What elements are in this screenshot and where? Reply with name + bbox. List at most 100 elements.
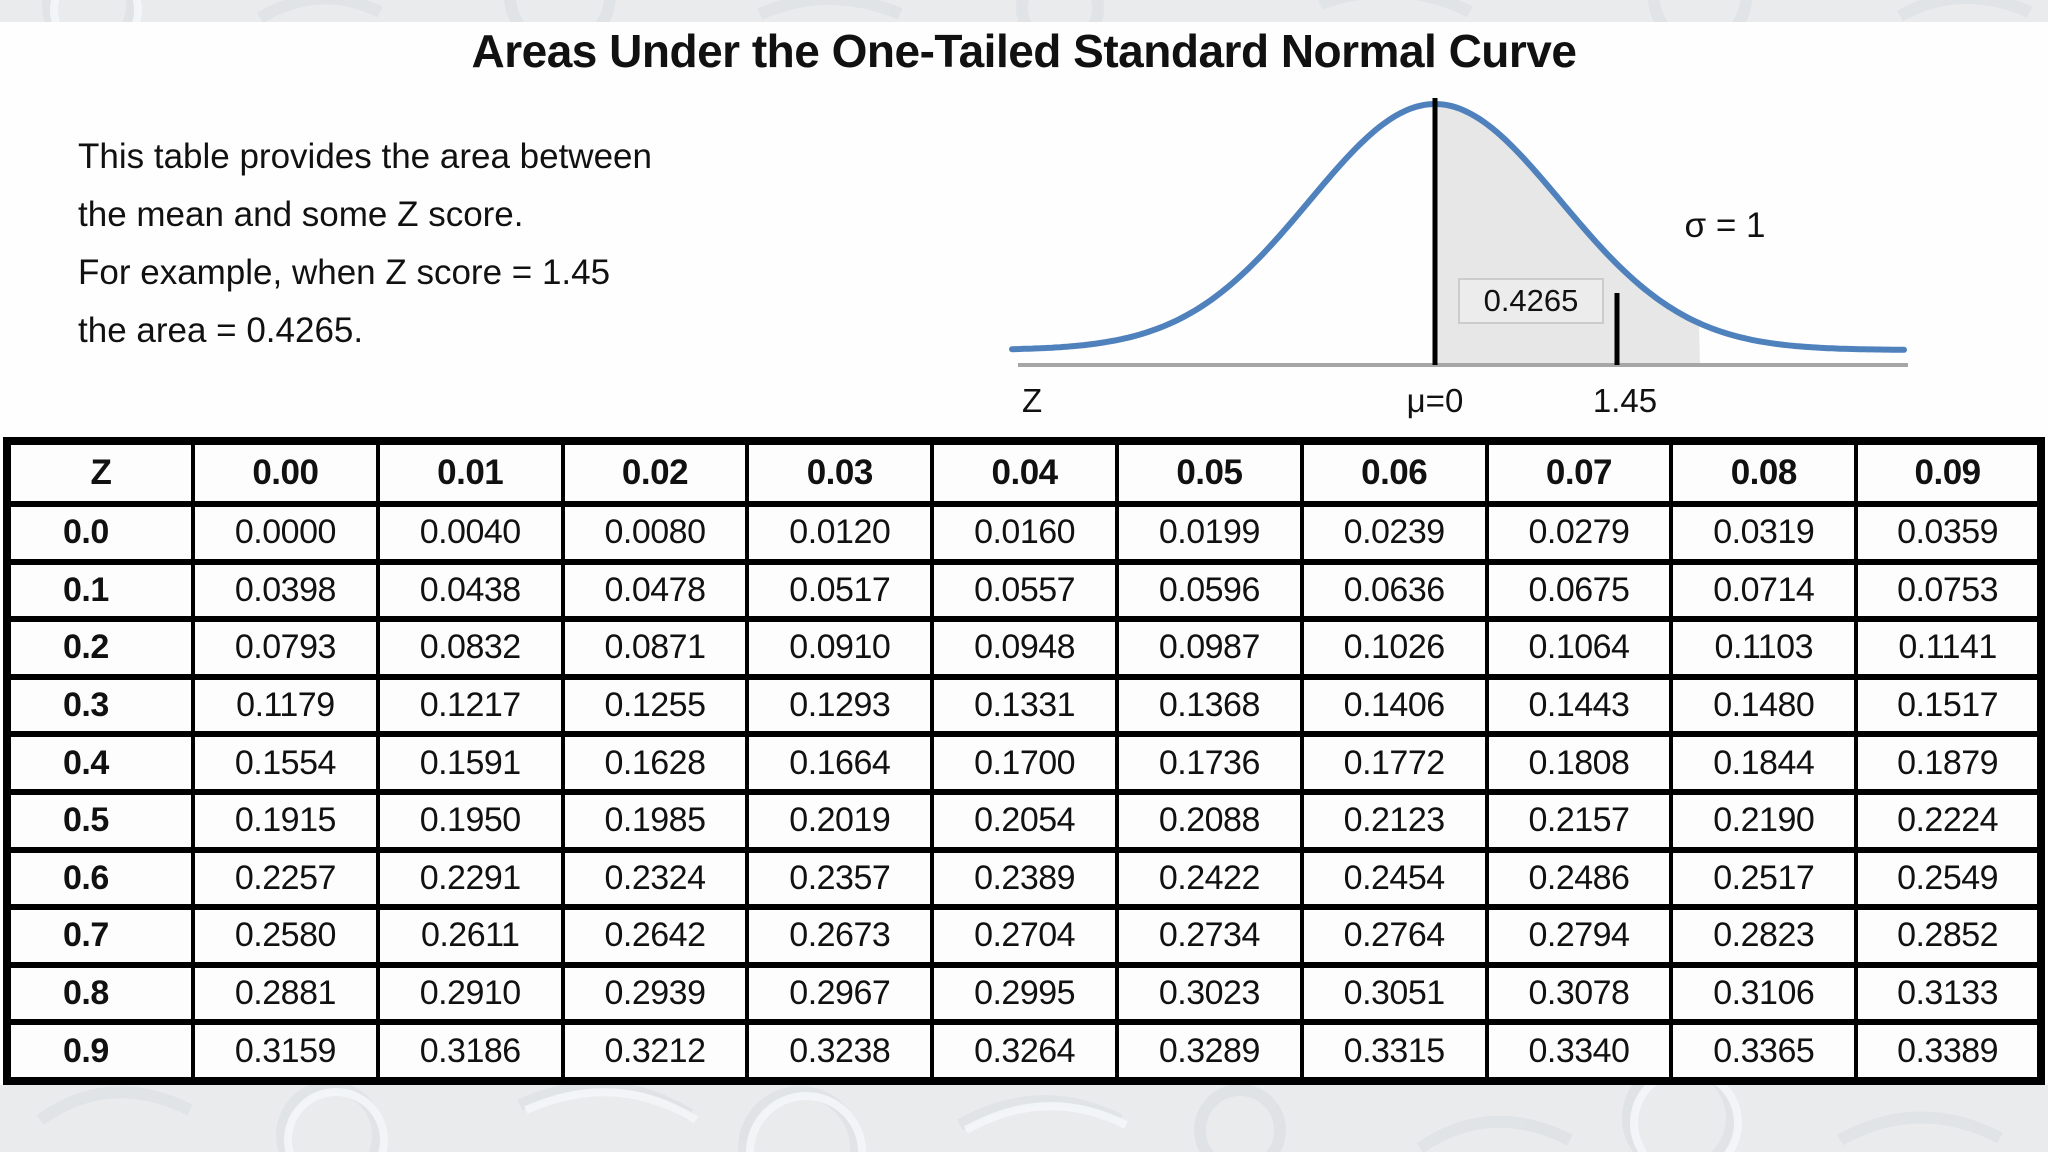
area-cell: 0.1293 (745, 673, 935, 738)
intro-line-3: For example, when Z score = 1.45 (78, 253, 611, 292)
area-cell: 0.3186 (375, 1019, 565, 1084)
area-cell: 0.1179 (191, 673, 380, 738)
area-cell: 0.2823 (1669, 904, 1859, 968)
area-cell: 0.0239 (1299, 501, 1489, 565)
table-row: 0.2 0.0793 0.0832 0.0871 0.0910 0.0948 0.0987 0… (5, 616, 2043, 680)
area-cell: 0.2642 (560, 904, 750, 968)
area-cell: 0.3238 (745, 1019, 935, 1084)
area-cell: 0.3365 (1669, 1019, 1859, 1084)
x-axis-label-z: Z (1022, 382, 1043, 419)
area-cell: 0.0199 (1114, 501, 1304, 565)
z-row-label: 0.4 (5, 731, 195, 795)
table-row: 0.1 0.0398 0.0438 0.0478 0.0517 0.0557 0.0596 0… (5, 558, 2043, 623)
column-header: 0.02 (560, 438, 750, 507)
intro-text: This table provides the area between the… (78, 128, 652, 360)
area-cell: 0.3023 (1114, 961, 1304, 1026)
area-cell: 0.2389 (930, 846, 1119, 911)
area-cell: 0.2580 (191, 904, 380, 968)
area-cell: 0.1554 (191, 731, 380, 795)
area-cell: 0.2486 (1484, 846, 1674, 911)
area-cell: 0.1950 (375, 788, 565, 853)
bell-curve (1009, 100, 1907, 353)
area-cell: 0.1664 (745, 731, 935, 795)
area-cell: 0.3212 (560, 1019, 750, 1084)
area-cell: 0.2054 (930, 788, 1119, 853)
area-cell: 0.0160 (930, 501, 1119, 565)
area-cell: 0.1517 (1854, 673, 2043, 738)
area-cell: 0.1368 (1114, 673, 1304, 738)
table-row: 0.4 0.1554 0.1591 0.1628 0.1664 0.1700 0.1736 0… (5, 731, 2043, 795)
area-cell: 0.2549 (1854, 846, 2043, 911)
area-cell: 0.0557 (930, 558, 1119, 623)
area-cell: 0.1406 (1299, 673, 1489, 738)
z-table: Z 0.00 0.01 0.02 0.03 0.04 0.05 0.06 0.07 0.08 0.0… (3, 437, 2045, 1085)
area-cell: 0.1141 (1854, 616, 2043, 680)
area-cell: 0.1026 (1299, 616, 1489, 680)
normal-curve-figure: 0.4265 σ = 1 Z μ=0 1.45 (1000, 88, 1935, 438)
area-cell: 0.2224 (1854, 788, 2043, 853)
z-column-header: Z (5, 438, 195, 507)
area-cell: 0.0871 (560, 616, 750, 680)
area-cell: 0.1772 (1299, 731, 1489, 795)
intro-line-2: the mean and some Z score. (78, 195, 524, 234)
area-cell: 0.2454 (1299, 846, 1489, 911)
column-header: 0.07 (1484, 438, 1674, 507)
area-cell: 0.2734 (1114, 904, 1304, 968)
area-cell: 0.0987 (1114, 616, 1304, 680)
area-cell: 0.0040 (375, 501, 565, 565)
area-cell: 0.0832 (375, 616, 565, 680)
area-cell: 0.3078 (1484, 961, 1674, 1026)
area-cell: 0.1628 (560, 731, 750, 795)
area-value-label: 0.4265 (1458, 278, 1604, 324)
z-row-label: 0.6 (5, 846, 195, 911)
area-cell: 0.2673 (745, 904, 935, 968)
area-cell: 0.2852 (1854, 904, 2043, 968)
area-cell: 0.0714 (1669, 558, 1859, 623)
area-cell: 0.2190 (1669, 788, 1859, 853)
z-row-label: 0.1 (5, 558, 195, 623)
page-title: Areas Under the One-Tailed Standard Norm… (471, 25, 1577, 77)
area-cell: 0.2611 (375, 904, 565, 968)
table-row: 0.9 0.3159 0.3186 0.3212 0.3238 0.3264 0.3289 0… (5, 1019, 2043, 1084)
area-cell: 0.2157 (1484, 788, 1674, 853)
area-cell: 0.0517 (745, 558, 935, 623)
area-cell: 0.2422 (1114, 846, 1304, 911)
area-cell: 0.2517 (1669, 846, 1859, 911)
area-cell: 0.0120 (745, 501, 935, 565)
area-cell: 0.2088 (1114, 788, 1304, 853)
area-cell: 0.0000 (191, 501, 380, 565)
area-cell: 0.1255 (560, 673, 750, 738)
z-row-label: 0.9 (5, 1019, 195, 1084)
area-cell: 0.0359 (1854, 501, 2043, 565)
area-cell: 0.1736 (1114, 731, 1304, 795)
area-cell: 0.2881 (191, 961, 380, 1026)
intro-line-4: the area = 0.4265. (78, 311, 364, 350)
area-cell: 0.2794 (1484, 904, 1674, 968)
area-cell: 0.3289 (1114, 1019, 1304, 1084)
z-row-label: 0.2 (5, 616, 195, 680)
area-cell: 0.2357 (745, 846, 935, 911)
area-cell: 0.1808 (1484, 731, 1674, 795)
area-cell: 0.1985 (560, 788, 750, 853)
area-cell: 0.2967 (745, 961, 935, 1026)
z-row-label: 0.8 (5, 961, 195, 1026)
z-row-label: 0.7 (5, 904, 195, 968)
area-cell: 0.0910 (745, 616, 935, 680)
area-cell: 0.2291 (375, 846, 565, 911)
column-header: 0.00 (191, 438, 380, 507)
area-cell: 0.2324 (560, 846, 750, 911)
z-row-label: 0.5 (5, 788, 195, 853)
intro-line-1: This table provides the area between (78, 137, 652, 176)
area-cell: 0.1103 (1669, 616, 1859, 680)
area-cell: 0.0279 (1484, 501, 1674, 565)
table-row: 0.6 0.2257 0.2291 0.2324 0.2357 0.2389 0.2422 0… (5, 846, 2043, 911)
area-cell: 0.1700 (930, 731, 1119, 795)
table-row: 0.5 0.1915 0.1950 0.1985 0.2019 0.2054 0.2088 0… (5, 788, 2043, 853)
area-cell: 0.3264 (930, 1019, 1119, 1084)
area-cell: 0.0948 (930, 616, 1119, 680)
area-cell: 0.0438 (375, 558, 565, 623)
area-cell: 0.0319 (1669, 501, 1859, 565)
area-cell: 0.3315 (1299, 1019, 1489, 1084)
area-cell: 0.2939 (560, 961, 750, 1026)
